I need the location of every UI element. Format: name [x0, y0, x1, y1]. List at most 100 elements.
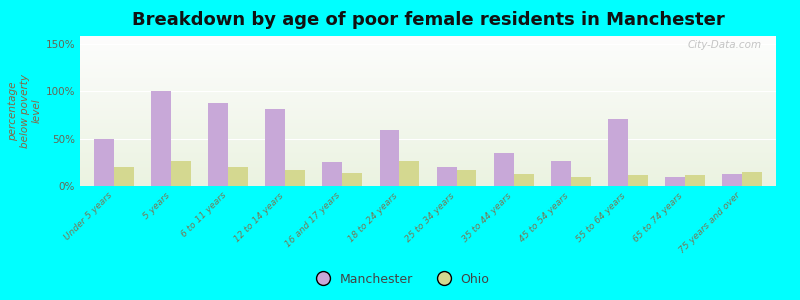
Bar [151, 91, 171, 186]
Bar [80, 51, 776, 52]
Bar [80, 92, 776, 93]
Bar [80, 85, 776, 87]
Bar [80, 100, 776, 102]
Bar [437, 167, 457, 186]
Bar [114, 167, 134, 186]
Bar [80, 63, 776, 64]
Bar [608, 118, 628, 186]
Title: Breakdown by age of poor female residents in Manchester: Breakdown by age of poor female resident… [132, 11, 724, 29]
Bar [80, 36, 776, 38]
Bar [80, 60, 776, 61]
Bar [80, 147, 776, 148]
Bar [80, 52, 776, 54]
Bar [80, 80, 776, 81]
Bar [80, 75, 776, 76]
Bar [80, 84, 776, 86]
Bar [80, 64, 776, 66]
Bar [80, 169, 776, 171]
Bar [80, 178, 776, 180]
Bar [80, 50, 776, 51]
Bar [80, 180, 776, 182]
Bar [80, 105, 776, 106]
Bar [80, 148, 776, 150]
Bar [80, 150, 776, 152]
Bar [80, 39, 776, 40]
Bar [80, 57, 776, 58]
Bar [80, 160, 776, 162]
Bar [80, 56, 776, 57]
Bar [342, 173, 362, 186]
Bar [80, 44, 776, 45]
Bar [80, 168, 776, 170]
Bar [80, 45, 776, 46]
Bar [80, 153, 776, 154]
Y-axis label: percentage
below poverty
level: percentage below poverty level [8, 74, 42, 148]
Bar [80, 96, 776, 98]
Bar [80, 177, 776, 178]
Bar [80, 152, 776, 153]
Bar [80, 134, 776, 135]
Bar [80, 72, 776, 74]
Bar [80, 68, 776, 69]
Bar [80, 106, 776, 108]
Bar [80, 112, 776, 114]
Bar [80, 103, 776, 105]
Bar [685, 175, 705, 186]
Bar [322, 162, 342, 186]
Bar [514, 174, 534, 186]
Bar [80, 110, 776, 111]
Bar [80, 165, 776, 166]
Bar [80, 176, 776, 177]
Bar [80, 182, 776, 183]
Bar [80, 99, 776, 100]
Bar [80, 70, 776, 72]
Bar [80, 82, 776, 84]
Bar [80, 156, 776, 158]
Bar [80, 123, 776, 124]
Bar [628, 175, 648, 186]
Bar [80, 146, 776, 147]
Bar [80, 38, 776, 39]
Bar [80, 42, 776, 44]
Bar [80, 76, 776, 78]
Bar [80, 66, 776, 68]
Bar [80, 142, 776, 144]
Bar [80, 61, 776, 63]
Bar [80, 74, 776, 75]
Bar [171, 161, 191, 186]
Bar [722, 174, 742, 186]
Bar [665, 176, 685, 186]
Bar [80, 98, 776, 99]
Bar [80, 129, 776, 130]
Bar [80, 116, 776, 117]
Bar [286, 170, 306, 186]
Text: City-Data.com: City-Data.com [688, 40, 762, 50]
Bar [80, 69, 776, 70]
Bar [742, 172, 762, 186]
Bar [550, 161, 570, 186]
Bar [80, 141, 776, 142]
Bar [80, 111, 776, 112]
Bar [80, 183, 776, 184]
Bar [80, 154, 776, 156]
Bar [570, 176, 590, 186]
Bar [80, 117, 776, 118]
Bar [80, 102, 776, 104]
Bar [80, 108, 776, 110]
Bar [379, 130, 399, 186]
Bar [80, 171, 776, 172]
Bar [80, 124, 776, 126]
Bar [494, 153, 514, 186]
Bar [80, 122, 776, 123]
Bar [80, 90, 776, 92]
Bar [80, 114, 776, 116]
Bar [80, 136, 776, 138]
Bar [80, 88, 776, 90]
Bar [80, 144, 776, 146]
Bar [80, 162, 776, 164]
Bar [80, 130, 776, 132]
Bar [80, 126, 776, 128]
Bar [80, 167, 776, 168]
Bar [399, 161, 419, 186]
Bar [80, 174, 776, 176]
